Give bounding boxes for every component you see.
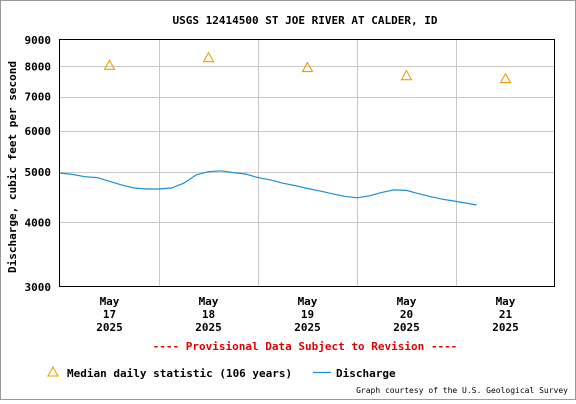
median-triangle-point (400, 69, 413, 81)
x-tick-label-line: 2025 (393, 321, 420, 334)
provisional-note: ---- Provisional Data Subject to Revisio… (153, 340, 458, 353)
y-tick-label: 8000 (25, 60, 52, 73)
x-tick-label-line: May (397, 295, 417, 308)
y-tick-label: 5000 (25, 166, 52, 179)
plot-frame (59, 39, 555, 287)
x-tick-label-line: 2025 (492, 321, 519, 334)
grid-layer (60, 40, 555, 287)
y-tick-label: 9000 (25, 34, 52, 47)
median-triangle-point (301, 61, 314, 73)
series-layer (59, 51, 512, 206)
x-tick-label-line: 18 (202, 308, 215, 321)
legend-median-triangle-icon (47, 365, 59, 377)
y-tick-label: 7000 (25, 91, 52, 104)
x-tick-label-line: 21 (499, 308, 513, 321)
median-triangle-point (103, 59, 116, 70)
x-tick-label: May 20 2025 (393, 295, 420, 334)
x-tick-label-line: 17 (103, 308, 116, 321)
x-tick-label: May 18 2025 (195, 295, 222, 334)
median-triangle-point (202, 51, 215, 63)
x-tick-label: May 17 2025 (96, 295, 123, 334)
discharge-line (59, 170, 477, 206)
legend-discharge-label: Discharge (336, 367, 396, 380)
y-tick-label: 6000 (25, 125, 52, 138)
x-tick-label-line: 19 (301, 308, 314, 321)
y-tick-label: 3000 (25, 281, 52, 294)
x-tick-label-line: 2025 (195, 321, 222, 334)
y-tick-labels: 3000 4000 5000 6000 7000 8000 9000 (25, 34, 52, 294)
median-triangle-point (499, 72, 512, 84)
x-tick-label-line: May (298, 295, 318, 308)
x-tick-label: May 19 2025 (294, 295, 321, 334)
y-axis-label: Discharge, cubic feet per second (6, 61, 19, 273)
x-tick-label-line: 2025 (294, 321, 321, 334)
legend: Median daily statistic (106 years) Discha… (47, 365, 396, 380)
x-tick-label-line: May (199, 295, 219, 308)
chart-title: USGS 12414500 ST JOE RIVER AT CALDER, ID (173, 14, 438, 27)
x-tick-label-line: 20 (400, 308, 413, 321)
x-tick-label-line: 2025 (96, 321, 123, 334)
x-tick-label: May 21 2025 (492, 295, 519, 334)
x-tick-label-line: May (100, 295, 120, 308)
credit-text: Graph courtesy of the U.S. Geological Su… (356, 386, 568, 395)
y-tick-label: 4000 (25, 216, 52, 229)
x-tick-label-line: May (496, 295, 516, 308)
legend-median-label: Median daily statistic (106 years) (67, 367, 292, 380)
